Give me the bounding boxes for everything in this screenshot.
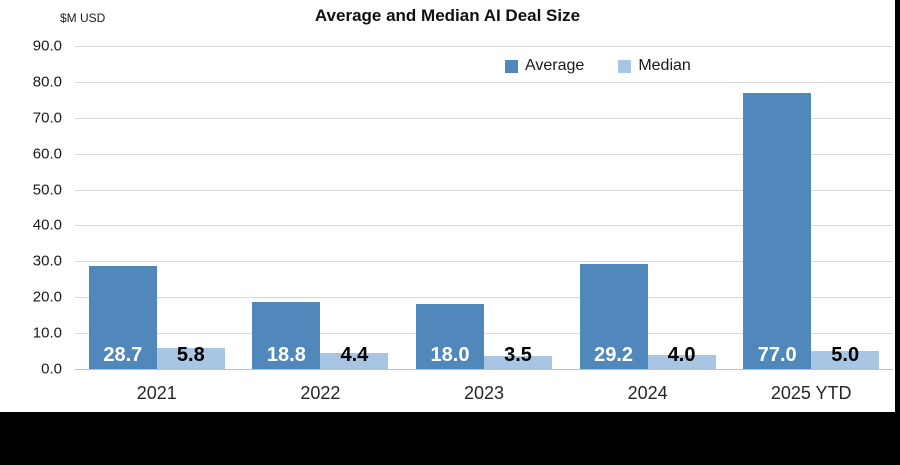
bar-average-2023 [416,304,484,369]
data-label-average: 77.0 [757,344,797,366]
data-label-average: 18.0 [430,344,470,366]
data-label-average: 18.8 [266,344,306,366]
gridline [75,153,893,155]
chart-title: Average and Median AI Deal Size [314,6,581,25]
data-label-median: 5.0 [831,344,860,366]
bottom-border-bar [0,412,900,465]
legend-item-median: Median [618,57,691,75]
bar-median-2022 [320,353,389,369]
bar-average-2024 [579,264,648,369]
data-label-median: 3.5 [504,344,532,366]
y-axis-unit-label: $M USD [60,11,106,25]
gridline [75,81,893,83]
legend-label-average: Average [525,57,585,74]
legend-label-median: Median [638,57,691,74]
data-label-median: 4.4 [340,344,369,366]
y-tick-label: 0.0 [41,360,62,378]
bar-median-2021 [156,348,225,369]
data-label-average: 29.2 [594,344,634,366]
y-tick-label: 40.0 [32,216,62,234]
gridline [75,297,893,299]
y-tick-label: 70.0 [32,109,62,127]
data-label-average: 28.7 [103,344,143,366]
legend-item-average: Average [505,57,584,75]
x-axis-line [75,369,893,370]
x-axis-label: 2023 [463,383,504,403]
x-axis-label: 2024 [627,383,668,403]
bar-average-2021 [88,266,157,369]
gridline [75,46,893,47]
x-axis-label: 2025 YTD [770,383,852,403]
chart-surface: Average and Median AI Deal Size $M USD 0… [0,0,895,412]
bar-median-2024 [647,354,716,369]
bar-median-2023 [484,356,552,369]
x-axis-label: 2022 [300,383,341,403]
plot-area: 28.7 5.8 2021 18.8 4.4 2022 18.0 3.5 2023 29.2 4.0… [75,46,893,403]
gridline [75,189,893,191]
y-tick-label: 60.0 [32,145,62,163]
data-label-median: 5.8 [176,344,205,366]
legend: Average Median [505,57,691,75]
right-border-bar [895,0,900,465]
bar-median-2025-ytd [811,351,880,369]
gridline [75,117,893,119]
y-tick-label: 90.0 [32,37,62,55]
y-tick-label: 50.0 [32,181,62,199]
gridline [75,333,893,335]
y-tick-label: 30.0 [32,252,62,270]
bar-average-2022 [252,301,321,369]
average-swatch-icon [505,59,518,73]
y-axis: 0.0 10.0 20.0 30.0 40.0 50.0 60.0 70.0 80.0 90.0 [0,38,62,378]
gridline [75,261,893,263]
data-label-median: 4.0 [667,344,696,366]
y-tick-label: 20.0 [32,288,62,306]
bar-average-2025-ytd [743,92,812,369]
gridline [75,225,893,227]
median-swatch-icon [618,59,632,73]
x-axis-label: 2021 [136,383,177,403]
y-tick-label: 10.0 [32,324,62,342]
y-tick-label: 80.0 [32,73,62,91]
